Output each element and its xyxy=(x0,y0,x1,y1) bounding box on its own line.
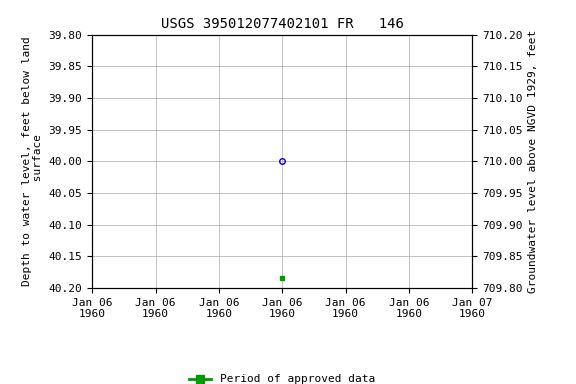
Y-axis label: Groundwater level above NGVD 1929, feet: Groundwater level above NGVD 1929, feet xyxy=(528,30,538,293)
Title: USGS 395012077402101 FR   146: USGS 395012077402101 FR 146 xyxy=(161,17,404,31)
Y-axis label: Depth to water level, feet below land
 surface: Depth to water level, feet below land su… xyxy=(21,36,43,286)
Legend: Period of approved data: Period of approved data xyxy=(185,370,380,384)
